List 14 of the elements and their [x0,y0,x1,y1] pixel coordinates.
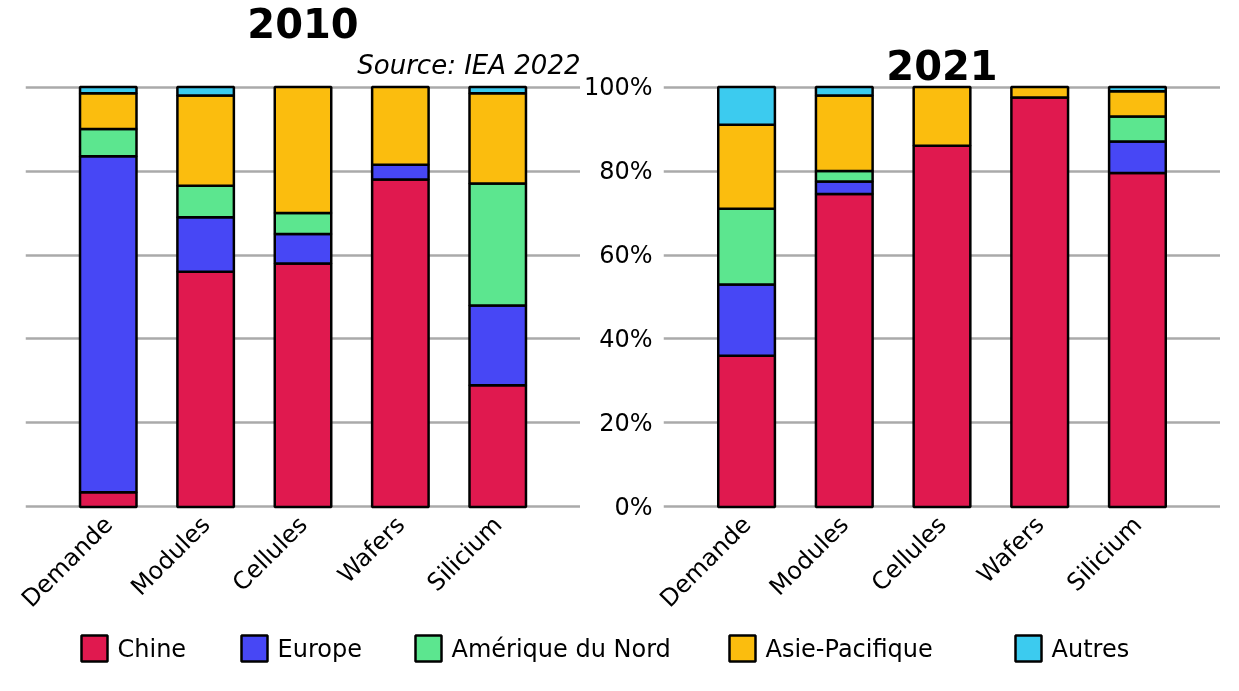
y-tick-label: 80% [599,157,653,186]
legend-label: Autres [1051,634,1130,663]
y-tick-label: 0% [614,492,653,521]
chart-title: 2010 [247,0,359,47]
chart-title: 2021 [886,42,998,89]
legend-label: Chine [117,634,187,663]
legend-label: Asie-Pacifique [765,634,933,663]
legend-label: Europe [277,634,362,663]
y-tick-label: 100% [583,73,653,102]
source-note: Source: IEA 2022 [357,49,581,80]
y-tick-label: 40% [599,325,653,353]
legend-label: Amérique du Nord [451,634,671,663]
y-tick-label: 20% [599,408,653,437]
y-tick-label: 60% [599,241,653,269]
